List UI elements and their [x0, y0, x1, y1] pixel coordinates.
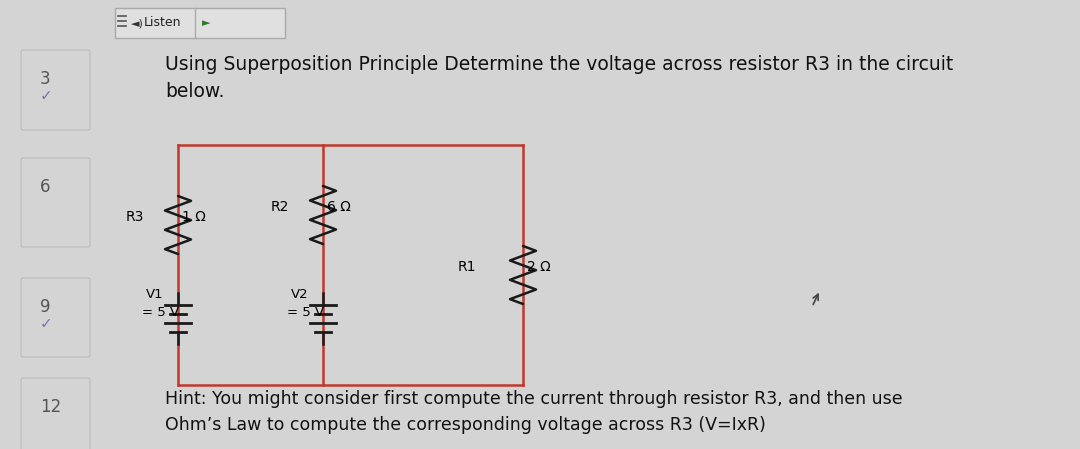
- Text: 6: 6: [40, 178, 51, 196]
- Text: ✓: ✓: [40, 88, 53, 103]
- Text: V2: V2: [291, 287, 309, 300]
- Text: 9: 9: [40, 298, 51, 316]
- Text: R1: R1: [458, 260, 476, 274]
- Text: 2 Ω: 2 Ω: [527, 260, 551, 274]
- Text: Hint: You might consider first compute the current through resistor R3, and then: Hint: You might consider first compute t…: [165, 390, 903, 434]
- FancyBboxPatch shape: [21, 278, 90, 357]
- Text: = 5 V: = 5 V: [141, 307, 179, 320]
- Text: Using Superposition Principle Determine the voltage across resistor R3 in the ci: Using Superposition Principle Determine …: [165, 55, 954, 101]
- FancyBboxPatch shape: [21, 158, 90, 247]
- Text: V1: V1: [146, 287, 164, 300]
- Text: ◄): ◄): [131, 18, 144, 28]
- Text: 12: 12: [40, 398, 62, 416]
- Text: Listen: Listen: [144, 17, 181, 30]
- Text: R3: R3: [126, 210, 145, 224]
- Text: 1 Ω: 1 Ω: [183, 210, 206, 224]
- Text: ✓: ✓: [40, 316, 53, 331]
- Text: = 5 V: = 5 V: [287, 307, 324, 320]
- Text: 6 Ω: 6 Ω: [327, 200, 351, 214]
- Text: R2: R2: [271, 200, 289, 214]
- FancyBboxPatch shape: [21, 378, 90, 449]
- Text: ►: ►: [202, 18, 211, 28]
- FancyBboxPatch shape: [21, 50, 90, 130]
- FancyBboxPatch shape: [114, 8, 285, 38]
- Text: 3: 3: [40, 70, 51, 88]
